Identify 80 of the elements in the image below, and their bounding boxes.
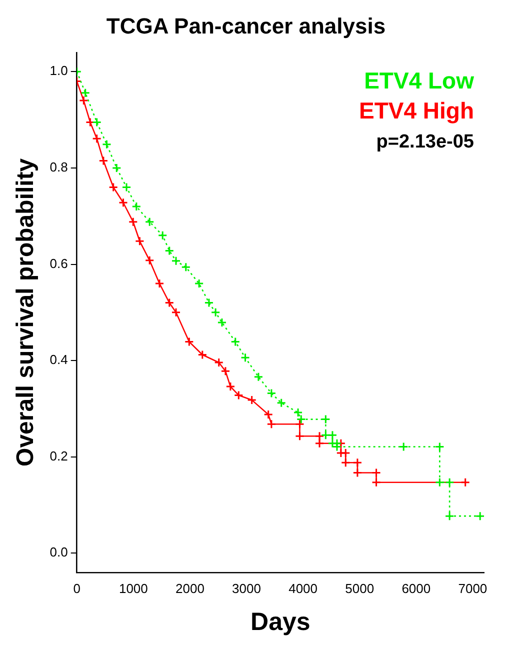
point [314,438,324,448]
point [234,390,244,400]
text: ETV4 High [358,98,474,124]
point [128,217,138,227]
x-tick-label: 1000 [118,580,148,596]
point [444,478,454,488]
y-tick-label: 0.4 [50,352,68,368]
point [320,414,330,424]
point [92,117,102,127]
point [80,88,90,98]
point [194,278,204,288]
point [460,478,470,488]
point [240,352,250,362]
point [198,350,208,360]
point [444,511,454,521]
x-tick-label: 6000 [402,580,431,596]
x-tick-label: 0 [73,580,80,596]
point [340,448,350,458]
y-tick-label: 0.6 [50,256,68,271]
x-tick-label: 4000 [288,580,318,596]
point [214,358,224,368]
point [314,431,324,441]
chart-title: TCGA Pan-cancer analysis [106,13,386,38]
point [226,382,236,392]
annotation: p=2.13e-05 [376,132,474,153]
point [108,182,118,192]
point [372,478,382,488]
point [164,246,174,256]
y-tick-label: 0.8 [50,160,68,175]
point [132,202,142,212]
x-tick-label: 7000 [458,580,488,596]
point [171,256,181,266]
y-tick-label: 1.0 [50,63,68,78]
point [98,156,108,166]
point [475,511,484,521]
point [340,458,350,468]
point [204,298,214,308]
point [92,134,102,144]
point [320,430,330,440]
point [181,262,191,272]
point [210,308,220,318]
point [352,458,362,468]
point [78,96,88,106]
point [254,372,264,382]
y-axis-title: Overall survival probability [12,158,40,466]
y-tick-label: 0.0 [50,544,68,560]
x-tick-label: 5000 [345,580,374,596]
point [266,388,276,398]
point [164,298,174,308]
point [352,468,362,478]
point [102,140,112,150]
point [266,419,276,429]
point [220,366,230,376]
x-tick-label: 2000 [176,580,204,596]
text: ETV4 Low [364,68,474,94]
point [134,236,144,246]
point [434,478,444,488]
point [154,278,164,288]
point [217,318,227,328]
point [294,419,304,429]
x-axis-title: Days [250,608,310,636]
y-tick-label: 0.2 [50,448,68,464]
point [264,410,274,420]
point [247,395,257,405]
point [434,442,444,452]
point [276,398,286,408]
point [122,182,132,192]
point [328,430,338,440]
point [144,217,154,227]
point [112,163,122,173]
point [294,431,304,441]
point [118,198,128,208]
point [171,308,181,318]
point [158,230,168,240]
point [184,337,194,347]
point [230,337,240,347]
point [398,442,408,452]
point [372,468,382,478]
point [144,256,154,266]
x-tick-label: 3000 [232,580,261,596]
